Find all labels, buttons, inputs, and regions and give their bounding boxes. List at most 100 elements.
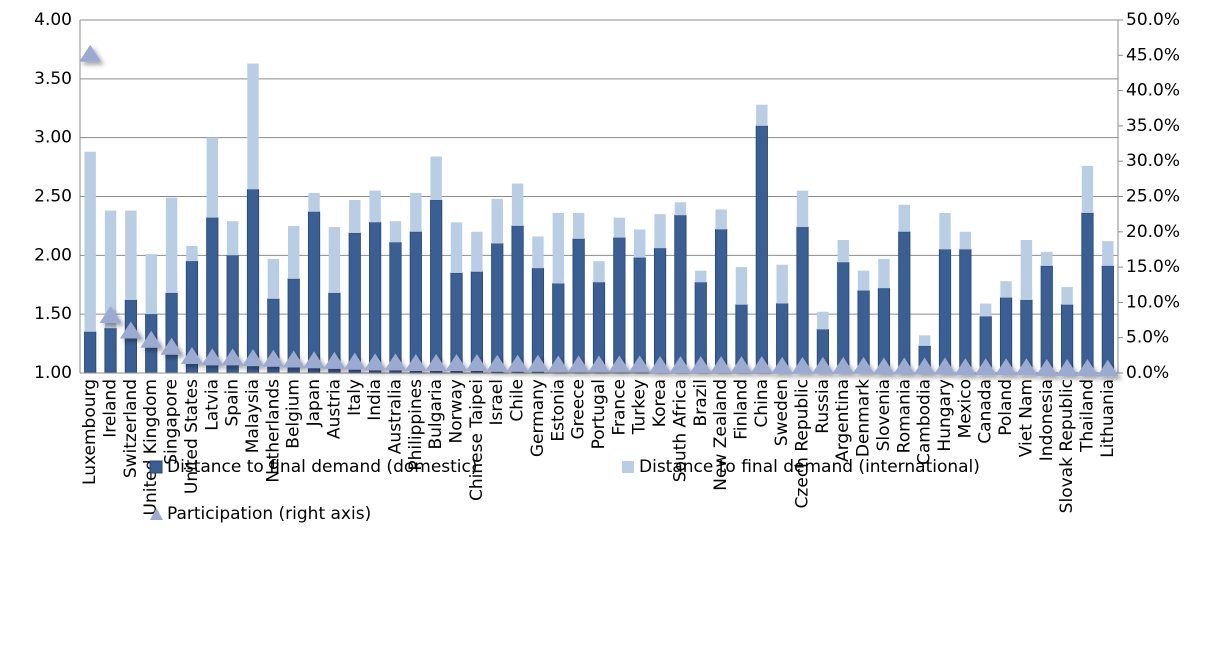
x-tick-label: Poland xyxy=(996,379,1016,436)
bar-segment xyxy=(1000,281,1012,298)
x-tick-label: Cambodia xyxy=(915,379,935,465)
participation-marker xyxy=(852,356,875,374)
bar-segment xyxy=(776,264,788,304)
bar-segment xyxy=(430,199,443,374)
y-tick-label: 3.00 xyxy=(34,128,72,148)
bar-segment xyxy=(572,238,585,374)
bar-segment xyxy=(1102,241,1114,266)
y2-tick-label: 10.0% xyxy=(1126,292,1180,312)
participation-marker xyxy=(811,356,834,374)
participation-marker xyxy=(445,354,468,372)
x-tick-label: Romania xyxy=(894,379,914,453)
x-tick-label: Portugal xyxy=(589,379,609,449)
bar-segment xyxy=(918,335,931,346)
bar-segment xyxy=(1041,251,1053,266)
participation-marker xyxy=(710,356,733,374)
participation-marker xyxy=(160,337,183,355)
x-tick-label: Japan xyxy=(304,379,324,427)
participation-marker xyxy=(404,354,427,372)
bar-segment xyxy=(857,270,870,291)
participation-marker xyxy=(1056,358,1079,376)
bar-segment xyxy=(430,156,442,201)
y2-tick-label: 50.0% xyxy=(1126,10,1180,30)
bar-segment xyxy=(84,151,96,332)
bar-segment xyxy=(552,212,564,284)
x-tick-label: Thailand xyxy=(1077,379,1097,453)
x-tick-label: Mexico xyxy=(955,379,975,438)
bar-segment xyxy=(491,198,503,244)
participation-marker xyxy=(567,355,590,373)
y2-tick-label: 15.0% xyxy=(1126,257,1180,277)
bar-segment xyxy=(695,270,707,283)
participation-marker xyxy=(588,355,610,373)
bar-segment xyxy=(938,249,952,374)
x-tick-label: United States xyxy=(182,379,202,494)
x-tick-label: Latvia xyxy=(202,379,222,431)
participation-marker xyxy=(201,348,224,366)
y2-tick-label: 35.0% xyxy=(1126,116,1180,136)
y2-tick-label: 30.0% xyxy=(1126,151,1180,171)
participation-marker xyxy=(343,352,366,370)
y2-tick-label: 0.0% xyxy=(1126,363,1169,383)
bar-segment xyxy=(654,214,666,249)
bar-segment xyxy=(491,243,504,374)
x-tick-label: Denmark xyxy=(854,379,874,457)
participation-marker xyxy=(465,354,488,372)
y-tick-label: 1.00 xyxy=(34,363,72,383)
bar-segment xyxy=(104,210,117,329)
bar-segment xyxy=(1101,265,1114,374)
bar-segment xyxy=(735,267,748,305)
bar-segment xyxy=(1040,265,1053,374)
x-tick-label: Bulgaria xyxy=(426,379,446,450)
participation-marker xyxy=(893,357,916,375)
participation-marker xyxy=(262,349,285,367)
bar-segment xyxy=(980,303,992,317)
x-tick-label: Slovak Republic xyxy=(1057,379,1077,513)
bar-segment xyxy=(1020,240,1033,301)
x-tick-label: Switzerland xyxy=(121,379,141,478)
x-tick-label: Turkey xyxy=(630,379,650,435)
bar-segment xyxy=(1061,287,1073,305)
x-tick-label: Germany xyxy=(528,379,548,457)
bar-segment xyxy=(817,311,829,330)
bar-segment xyxy=(756,104,768,126)
bar-segment xyxy=(247,63,259,190)
x-tick-label: Ireland xyxy=(101,379,121,438)
bar-segment xyxy=(145,254,157,315)
bar-segment xyxy=(369,221,382,374)
x-tick-label: Belgium xyxy=(284,379,304,449)
participation-marker xyxy=(1096,359,1119,377)
bar-segment xyxy=(389,221,402,243)
bar-segment xyxy=(634,229,646,258)
x-tick-label: Canada xyxy=(976,379,996,444)
bar-segment xyxy=(450,222,463,273)
participation-marker xyxy=(1076,358,1099,376)
x-tick-label: United Kingdom xyxy=(141,379,161,515)
bar-segment xyxy=(84,331,97,374)
participation-marker xyxy=(649,356,672,374)
participation-marker xyxy=(974,358,997,376)
bar-segment xyxy=(796,226,809,374)
y-tick-label: 3.50 xyxy=(34,69,72,89)
x-tick-label: Sweden xyxy=(772,379,792,446)
x-tick-label: China xyxy=(752,379,772,428)
bar-segment xyxy=(959,231,972,250)
bar-segment xyxy=(206,137,218,218)
x-tick-label: Slovenia xyxy=(874,379,894,451)
x-tick-label: Russia xyxy=(813,379,833,434)
bar-segment xyxy=(572,212,585,239)
y-tick-label: 2.00 xyxy=(34,245,72,265)
bar-segment xyxy=(715,209,727,230)
bar-segment xyxy=(674,202,687,216)
x-tick-label: South Africa xyxy=(670,379,690,482)
bar-segment xyxy=(410,192,422,232)
x-tick-label: Singapore xyxy=(162,379,182,465)
bar-segment xyxy=(755,125,768,374)
bar-segment xyxy=(1081,212,1094,374)
bar-segment xyxy=(837,261,850,374)
bar-segment xyxy=(409,231,422,374)
bar-segment xyxy=(165,292,178,374)
x-tick-label: Norway xyxy=(447,379,467,444)
participation-marker xyxy=(221,348,244,366)
